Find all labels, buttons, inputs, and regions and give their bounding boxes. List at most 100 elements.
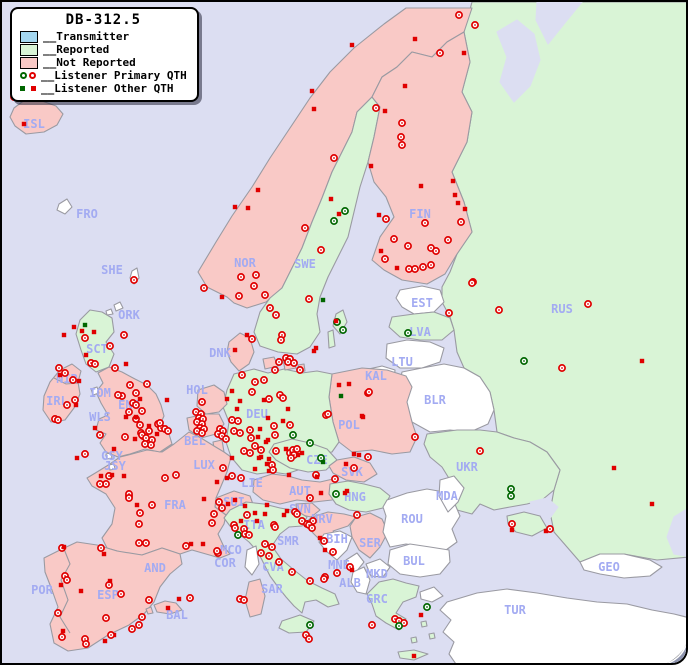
listener-primary-qth-dot bbox=[407, 332, 409, 334]
listener-other-qth-marker bbox=[74, 455, 80, 461]
listener-primary-qth-dot bbox=[150, 444, 152, 446]
listener-primary-qth-dot bbox=[211, 522, 213, 524]
listener-other-qth-marker bbox=[320, 297, 326, 303]
listener-primary-qth-dot bbox=[251, 338, 253, 340]
listener-primary-qth-dot bbox=[201, 432, 203, 434]
listener-other-qth-marker bbox=[71, 324, 77, 330]
listener-primary-qth-dot bbox=[523, 360, 525, 362]
listener-primary-qth-dot bbox=[498, 309, 500, 311]
listener-other-qth-marker bbox=[359, 413, 365, 419]
listener-primary-qth-dot bbox=[255, 274, 257, 276]
listener-primary-qth-dot bbox=[123, 334, 125, 336]
listener-primary-qth-dot bbox=[407, 245, 409, 247]
listener-other-qth-marker bbox=[60, 628, 66, 634]
listener-other-qth-marker bbox=[342, 490, 348, 496]
listener-primary-qth-dot bbox=[64, 372, 66, 374]
listener-primary-qth-dot bbox=[133, 279, 135, 281]
listener-primary-qth-dot bbox=[458, 14, 460, 16]
listener-primary-qth-dot bbox=[237, 420, 239, 422]
listener-primary-qth-dot bbox=[311, 527, 313, 529]
listener-primary-qth-dot bbox=[290, 457, 292, 459]
country-label-svk: SVK bbox=[341, 465, 363, 479]
listener-primary-qth-dot bbox=[141, 410, 143, 412]
region-iberia bbox=[43, 541, 183, 652]
listener-primary-qth-dot bbox=[117, 394, 119, 396]
listener-primary-qth-dot bbox=[309, 580, 311, 582]
listener-other-qth-marker bbox=[376, 212, 382, 218]
listener-primary-qth-dot bbox=[308, 298, 310, 300]
listener-other-qth-marker bbox=[412, 36, 418, 42]
country-label-aut: AUT bbox=[289, 484, 311, 498]
listener-other-qth-marker bbox=[402, 83, 408, 89]
listener-primary-qth-dot bbox=[333, 220, 335, 222]
listener-other-qth-marker bbox=[164, 397, 170, 403]
listener-primary-qth-dot bbox=[124, 436, 126, 438]
country-label-kal: KAL bbox=[365, 369, 387, 383]
listener-primary-qth-dot bbox=[511, 523, 513, 525]
listener-primary-qth-dot bbox=[225, 438, 227, 440]
country-label-ukr: UKR bbox=[456, 460, 478, 474]
legend-item-reported: __Reported bbox=[20, 43, 187, 56]
listener-other-qth-marker bbox=[234, 406, 240, 412]
listener-primary-qth-dot bbox=[274, 369, 276, 371]
listener-primary-qth-dot bbox=[336, 572, 338, 574]
listener-other-qth-marker bbox=[461, 50, 467, 56]
listener-primary-qth-dot bbox=[561, 367, 563, 369]
country-label-sar: SAR bbox=[261, 582, 283, 596]
country-label-ser: SER bbox=[359, 536, 381, 550]
country-label-mne: MNE bbox=[328, 558, 350, 572]
listener-other-qth-marker bbox=[320, 459, 326, 465]
listener-primary-qth-dot bbox=[221, 435, 223, 437]
region-greece bbox=[366, 578, 420, 631]
legend-item-label: __Transmitter bbox=[43, 30, 130, 43]
listener-other-qth-marker bbox=[123, 414, 129, 420]
listener-primary-qth-dot bbox=[430, 247, 432, 249]
country-label-geo: GEO bbox=[598, 560, 620, 574]
listener-other-qth-marker bbox=[455, 200, 461, 206]
listener-other-qth-marker bbox=[98, 473, 104, 479]
listener-other-qth-marker bbox=[201, 496, 207, 502]
listener-other-qth-marker bbox=[82, 322, 88, 328]
listener-primary-qth-dot bbox=[216, 550, 218, 552]
listener-other-qth-marker bbox=[255, 187, 261, 193]
legend-item-label: __Not Reported bbox=[43, 56, 136, 69]
listener-primary-qth-dot bbox=[110, 634, 112, 636]
legend-item-transmitter: __Transmitter bbox=[20, 30, 187, 43]
country-label-mda: MDA bbox=[436, 489, 458, 503]
listener-other-qth-marker bbox=[101, 551, 107, 557]
listener-other-qth-marker bbox=[394, 265, 400, 271]
country-label-rus: RUS bbox=[551, 302, 573, 316]
listener-primary-qth-dot bbox=[222, 430, 224, 432]
listener-other-qth-marker bbox=[262, 511, 268, 517]
listener-primary-qth-dot bbox=[114, 367, 116, 369]
listener-primary-qth-dot bbox=[264, 294, 266, 296]
listener-other-qth-marker bbox=[224, 475, 230, 481]
listener-other-qth-marker bbox=[411, 653, 417, 659]
country-label-blr: BLR bbox=[424, 393, 446, 407]
listener-primary-qth-dot bbox=[422, 266, 424, 268]
listener-other-qth-marker bbox=[154, 431, 160, 437]
region-serbia bbox=[349, 512, 389, 559]
country-label-swe: SWE bbox=[294, 257, 316, 271]
listener-primary-qth-dot bbox=[448, 312, 450, 314]
listener-primary-qth-dot bbox=[271, 464, 273, 466]
country-label-est: EST bbox=[411, 296, 433, 310]
listener-primary-qth-dot bbox=[447, 239, 449, 241]
listener-other-qth-marker bbox=[314, 474, 320, 480]
listener-other-qth-marker bbox=[263, 439, 269, 445]
listener-other-qth-marker bbox=[318, 490, 324, 496]
listener-primary-qth-dot bbox=[549, 528, 551, 530]
listener-primary-qth-dot bbox=[299, 369, 301, 371]
listener-primary-qth-dot bbox=[309, 442, 311, 444]
listener-other-qth-marker bbox=[280, 418, 286, 424]
country-label-bul: BUL bbox=[403, 554, 425, 568]
listener-primary-qth-dot bbox=[189, 597, 191, 599]
listener-primary-qth-dot bbox=[249, 452, 251, 454]
listener-other-qth-marker bbox=[343, 461, 349, 467]
listener-other-qth-marker bbox=[121, 473, 127, 479]
listener-primary-qth-dot bbox=[309, 624, 311, 626]
listener-other-qth-marker bbox=[378, 248, 384, 254]
listener-other-qth-marker bbox=[349, 42, 355, 48]
country-label-ork: ORK bbox=[118, 308, 140, 322]
listener-other-qth-marker bbox=[57, 372, 63, 378]
